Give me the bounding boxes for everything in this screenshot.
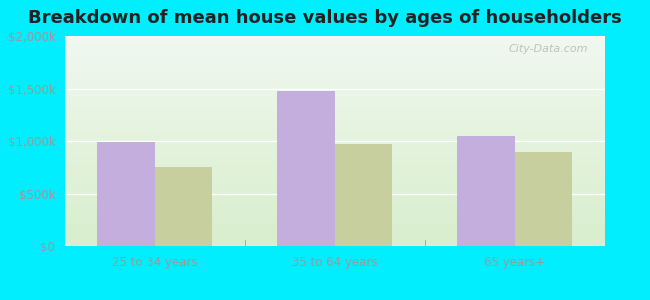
Text: City-Data.com: City-Data.com [509,44,588,54]
Legend: Walnut Creek, California: Walnut Creek, California [216,298,453,300]
Bar [515,152,572,246]
Bar [277,91,335,246]
Text: Breakdown of mean house values by ages of householders: Breakdown of mean house values by ages o… [28,9,622,27]
Bar [155,167,213,246]
Bar [457,136,515,246]
Bar [98,142,155,246]
Bar [335,144,393,246]
